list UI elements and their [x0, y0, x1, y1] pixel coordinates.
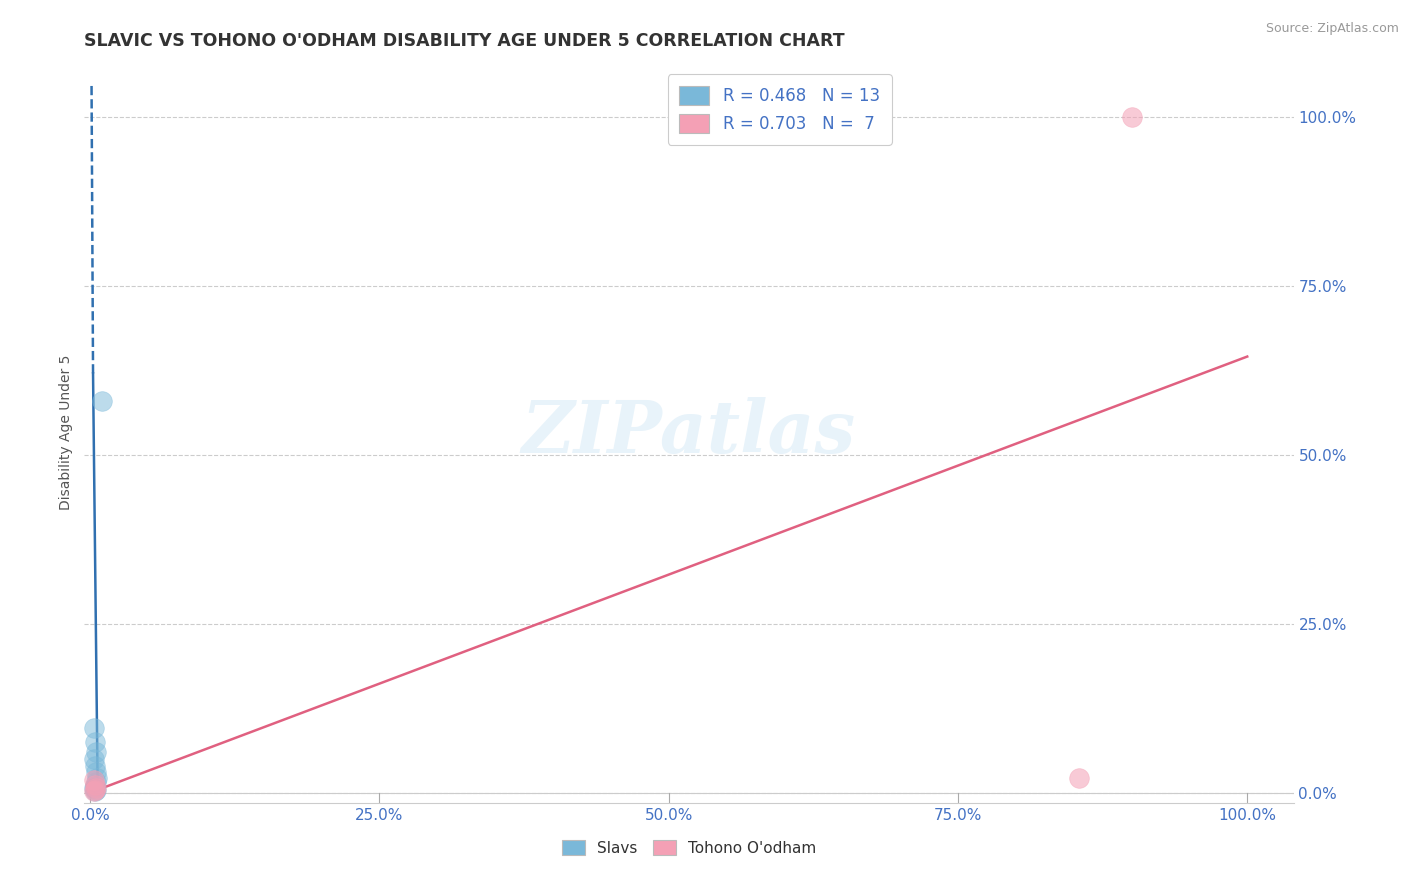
Y-axis label: Disability Age Under 5: Disability Age Under 5 [59, 355, 73, 510]
Text: ZIPatlas: ZIPatlas [522, 397, 856, 468]
Point [86, 771, 108, 785]
Point [83, 752, 105, 766]
Point [83, 758, 105, 772]
Point [90, 393, 112, 408]
Text: SLAVIC VS TOHONO O'ODHAM DISABILITY AGE UNDER 5 CORRELATION CHART: SLAVIC VS TOHONO O'ODHAM DISABILITY AGE … [84, 32, 845, 50]
Legend: Slavs, Tohono O'odham: Slavs, Tohono O'odham [555, 834, 823, 862]
Point [83, 773, 105, 788]
Point [83, 784, 105, 798]
Point [83, 778, 105, 792]
Point [84, 780, 107, 795]
Point [83, 722, 105, 736]
Point [84, 765, 107, 780]
Point [1121, 110, 1143, 124]
Point [83, 779, 105, 793]
Point [83, 783, 105, 797]
Text: Source: ZipAtlas.com: Source: ZipAtlas.com [1265, 22, 1399, 36]
Point [84, 775, 107, 789]
Point [83, 735, 105, 749]
Point [1069, 772, 1091, 786]
Point [84, 745, 107, 759]
Point [84, 783, 107, 797]
Point [83, 784, 105, 798]
Point [83, 780, 105, 795]
